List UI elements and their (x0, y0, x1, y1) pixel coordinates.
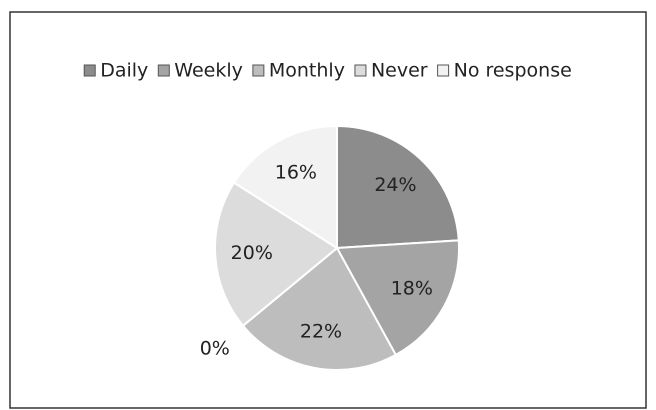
legend-label: Weekly (174, 60, 243, 82)
legend-swatch (354, 64, 367, 77)
data-label: 22% (300, 320, 342, 342)
pie-slice (335, 239, 460, 357)
legend-label: No response (454, 60, 572, 82)
legend-swatch (157, 64, 170, 77)
legend-swatch (252, 64, 265, 77)
data-label: 24% (374, 174, 416, 196)
legend-label: Daily (100, 60, 148, 82)
pie-slice (241, 246, 398, 371)
data-label: 18% (391, 278, 433, 300)
pie-slice (336, 124, 460, 250)
data-label: 0% (200, 338, 230, 360)
legend-label: Never (371, 60, 428, 82)
legend-swatch (83, 64, 96, 77)
pie-slice (214, 181, 339, 328)
legend-swatch (437, 64, 450, 77)
data-label: 20% (231, 242, 273, 264)
legend: Daily Weekly Monthly Never No response (83, 60, 572, 82)
pie-slice (232, 124, 338, 250)
data-label: 16% (275, 162, 317, 184)
legend-label: Monthly (269, 60, 345, 82)
